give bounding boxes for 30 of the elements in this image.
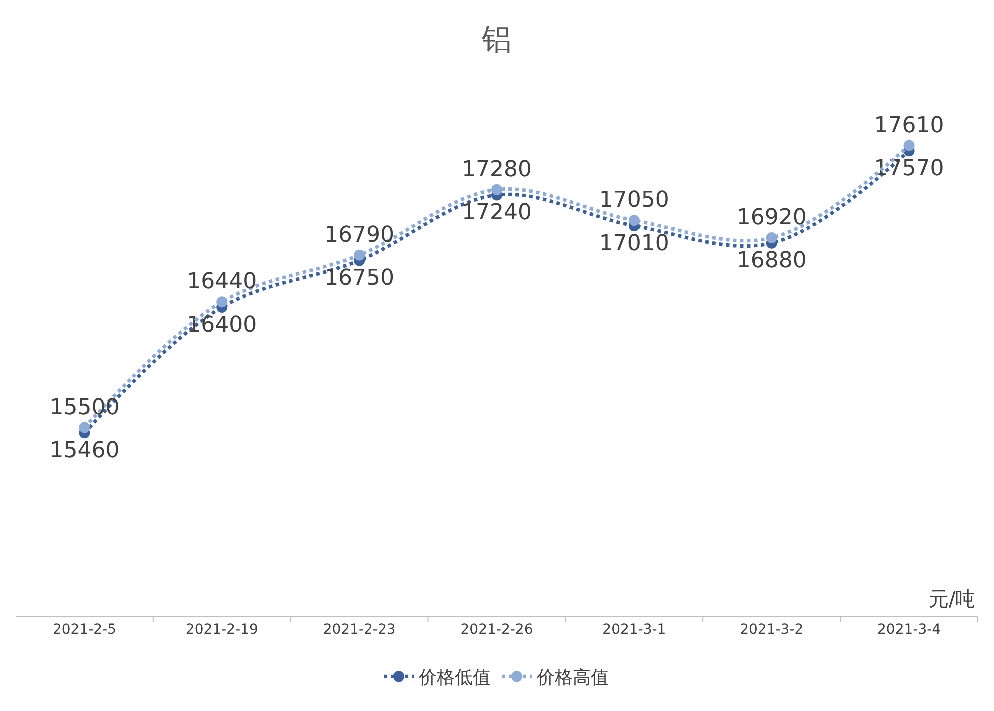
data-label: 15460 bbox=[50, 438, 120, 464]
data-label: 17050 bbox=[599, 188, 670, 214]
chart-title: 铝 bbox=[481, 22, 512, 58]
point bbox=[628, 215, 640, 226]
x-tick-label: 2021-2-26 bbox=[460, 622, 534, 638]
point bbox=[492, 184, 502, 196]
point bbox=[216, 296, 228, 308]
x-tick-label: 2021-2-23 bbox=[323, 622, 396, 638]
x-tick-label: 2021-3-1 bbox=[602, 622, 666, 638]
point bbox=[766, 232, 778, 244]
point bbox=[79, 422, 90, 434]
text: 元/吨 bbox=[929, 587, 976, 611]
data-label: 17010 bbox=[599, 231, 670, 256]
x-tick-label: 2021-3-2 bbox=[740, 622, 804, 638]
data-label: 16440 bbox=[187, 270, 258, 295]
legend-label: 价格低值 bbox=[418, 668, 491, 689]
data-label: 16880 bbox=[736, 248, 807, 274]
point bbox=[354, 250, 366, 261]
point bbox=[904, 140, 915, 152]
x-tick-label: 2021-2-5 bbox=[52, 622, 116, 638]
data-label: 16920 bbox=[736, 206, 807, 231]
data-label: 17240 bbox=[462, 200, 532, 226]
x-tick-label: 2021-3-4 bbox=[878, 622, 942, 638]
data-label: 15500 bbox=[50, 395, 120, 420]
data-label: 17280 bbox=[462, 157, 532, 182]
data-label: 16790 bbox=[324, 222, 395, 248]
legend-label: 价格高值 bbox=[536, 668, 609, 689]
data-label: 17610 bbox=[874, 113, 944, 138]
x-tick-label: 2021-2-19 bbox=[186, 622, 258, 638]
data-label: 16750 bbox=[324, 266, 395, 292]
